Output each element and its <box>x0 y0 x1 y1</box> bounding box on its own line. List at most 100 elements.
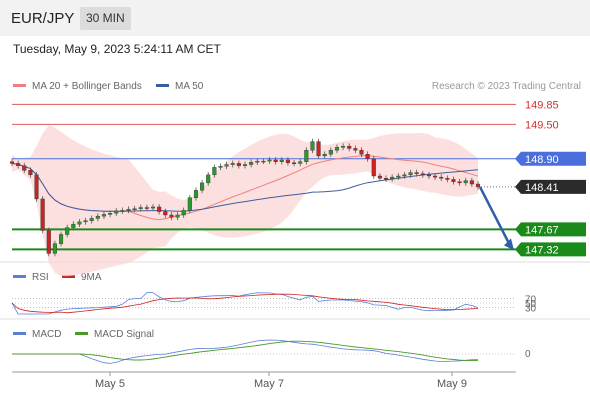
candle <box>230 160 235 168</box>
last-price-label: 148.41 <box>515 179 586 194</box>
candle <box>169 212 174 221</box>
candle-body <box>298 161 303 164</box>
macd-signal-line <box>12 340 478 362</box>
level-label-147.32-text: 147.32 <box>525 244 559 256</box>
macd-tick-0: 0 <box>525 349 531 360</box>
candle-body <box>242 164 248 166</box>
candle <box>463 177 468 186</box>
candle-body <box>426 174 431 177</box>
legend-ma50: MA 50 <box>156 81 203 92</box>
candle-body <box>316 141 321 157</box>
candle <box>101 211 107 219</box>
candle <box>420 170 425 178</box>
candle <box>34 171 39 202</box>
candle <box>445 175 450 183</box>
candle-body <box>71 223 76 228</box>
rsi-9ma-line <box>11 293 479 314</box>
candle-body <box>144 207 149 209</box>
candle-body <box>383 178 389 180</box>
candle-body <box>108 213 113 215</box>
candle-body <box>16 163 21 166</box>
candle <box>157 204 162 215</box>
bollinger-band <box>12 125 478 277</box>
candle <box>59 231 64 247</box>
legend-rsi: RSI <box>13 272 49 283</box>
candle <box>22 162 27 174</box>
candle-body <box>445 178 450 180</box>
candle <box>126 206 131 214</box>
candle-body <box>341 145 346 148</box>
candle-body <box>218 166 223 168</box>
candle-body <box>114 210 119 214</box>
candle <box>120 207 125 214</box>
candle-body <box>285 159 290 164</box>
candle <box>279 157 284 165</box>
candle <box>390 174 395 182</box>
candle-body <box>9 161 15 164</box>
x-label-2: May 9 <box>437 378 467 390</box>
candle <box>426 171 431 179</box>
candle <box>469 177 474 187</box>
candle <box>341 143 346 151</box>
legend-9ma: 9MA <box>62 272 102 283</box>
last-price-label-bg <box>515 179 586 194</box>
candle <box>353 145 358 154</box>
x-label-1: May 7 <box>254 378 284 390</box>
rsi-tick-70: 70 <box>525 295 537 306</box>
timeframe-badge[interactable]: 30 MIN <box>80 7 131 30</box>
candle-body <box>353 148 358 151</box>
candle-body <box>261 160 266 163</box>
candle <box>316 138 321 159</box>
ma50-swatch <box>156 83 169 87</box>
candle <box>371 155 376 179</box>
candle-body <box>463 180 468 184</box>
candle-body <box>359 149 364 155</box>
candle <box>65 224 70 238</box>
legend-ma20: MA 20 + Bollinger Bands <box>13 81 142 92</box>
candle-body <box>420 173 425 176</box>
candle <box>144 204 149 211</box>
candle <box>163 208 168 218</box>
forecast-arrow-head <box>504 238 514 251</box>
legend-macd: MACD <box>13 329 61 340</box>
candle-body <box>132 208 137 210</box>
candle-body <box>175 214 180 218</box>
candle <box>89 215 94 224</box>
candle-body <box>126 209 131 211</box>
candle <box>150 204 156 211</box>
candle-body <box>304 149 309 162</box>
candle-body <box>224 164 229 167</box>
candle-body <box>365 154 370 159</box>
level-label-149.50-text: 149.50 <box>525 119 559 131</box>
candle <box>224 161 229 170</box>
candle-body <box>150 206 156 209</box>
candle <box>114 208 119 217</box>
candle <box>212 164 217 178</box>
candle-body <box>120 210 125 212</box>
candle-body <box>390 176 395 180</box>
candle <box>347 143 352 152</box>
candle-body <box>451 179 456 182</box>
legend-ma20-label: MA 20 + Bollinger Bands <box>32 81 142 92</box>
level-label-148.90: 148.90 <box>515 151 586 166</box>
candle <box>193 187 198 201</box>
rsi-line <box>11 292 479 315</box>
candle <box>292 159 297 167</box>
candle-body <box>22 165 27 171</box>
candle <box>285 157 290 166</box>
candle-body <box>347 145 352 149</box>
candle-body <box>457 181 462 184</box>
level-label-149.85-text: 149.85 <box>525 99 559 111</box>
candle <box>433 173 438 181</box>
candle <box>236 160 241 169</box>
candle <box>95 213 100 222</box>
candle-body <box>322 154 327 157</box>
legend-macd-label: MACD <box>32 329 62 340</box>
rsi-tick-30: 30 <box>525 303 537 314</box>
candle <box>408 169 413 178</box>
candle-body <box>334 147 340 151</box>
candle <box>200 180 205 194</box>
candle-body <box>469 180 474 185</box>
candle <box>267 157 272 164</box>
